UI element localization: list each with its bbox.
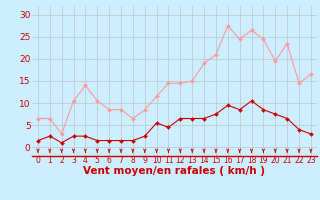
X-axis label: Vent moyen/en rafales ( km/h ): Vent moyen/en rafales ( km/h ) (84, 166, 265, 176)
